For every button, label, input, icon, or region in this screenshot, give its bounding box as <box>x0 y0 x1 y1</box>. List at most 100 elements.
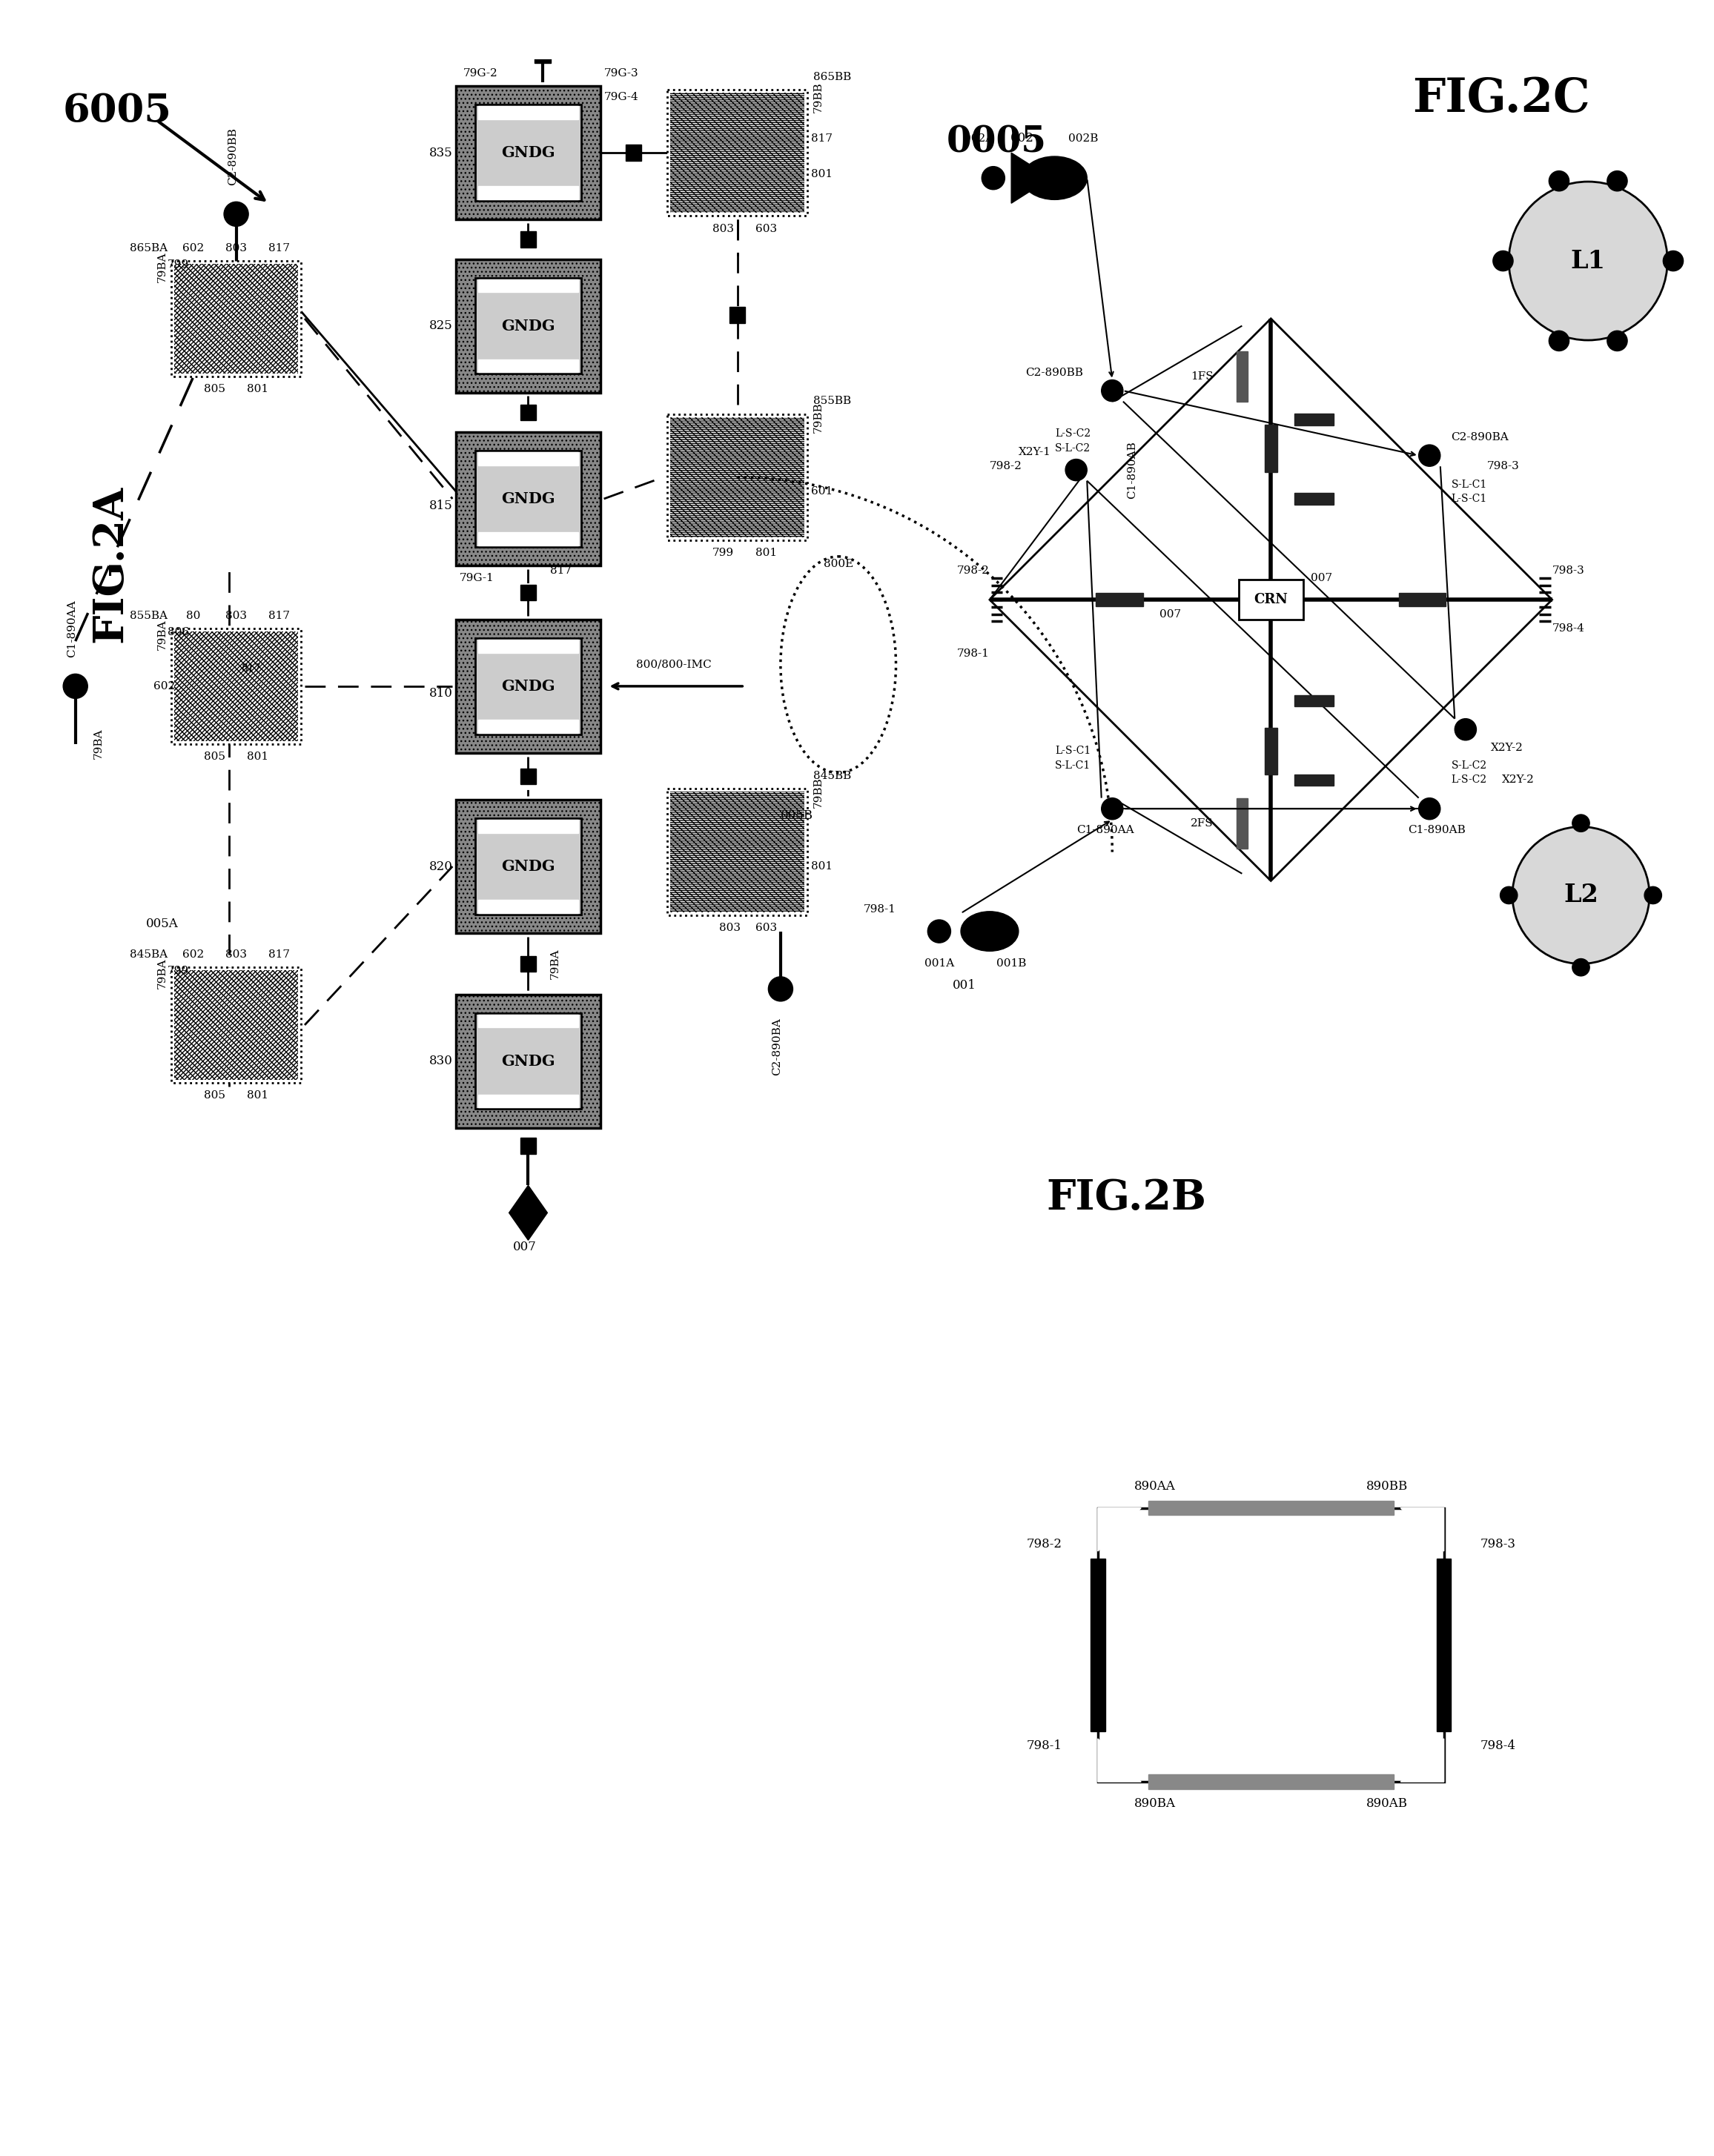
Text: 603: 603 <box>756 224 776 235</box>
Bar <box>667 91 807 216</box>
Text: 800E: 800E <box>823 558 854 569</box>
Bar <box>667 414 807 541</box>
Text: 1FS: 1FS <box>1191 371 1214 382</box>
Text: 845BB: 845BB <box>814 772 852 780</box>
Text: C1-890AB: C1-890AB <box>1407 826 1465 837</box>
Text: L-S-C2: L-S-C2 <box>1054 429 1090 440</box>
Text: 603: 603 <box>756 923 776 934</box>
Circle shape <box>1102 798 1123 819</box>
Bar <box>456 619 600 752</box>
Text: 806: 806 <box>168 627 189 638</box>
Bar <box>171 968 302 1082</box>
Bar <box>456 800 600 934</box>
Text: 801: 801 <box>247 384 269 395</box>
Polygon shape <box>509 1186 547 1240</box>
Text: 007: 007 <box>1311 573 1332 584</box>
Text: 803: 803 <box>226 244 247 252</box>
Text: 817: 817 <box>811 134 833 144</box>
Bar <box>1399 593 1445 606</box>
Text: 890AB: 890AB <box>1366 1798 1407 1809</box>
Bar <box>175 970 298 1080</box>
Bar <box>670 416 806 537</box>
Text: 79BA: 79BA <box>158 957 168 987</box>
Bar <box>475 278 581 373</box>
Text: C2-890BA: C2-890BA <box>1452 433 1508 442</box>
Circle shape <box>1066 459 1087 481</box>
Text: 800/800-IMC: 800/800-IMC <box>636 660 711 671</box>
Polygon shape <box>1400 1507 1443 1550</box>
Text: 002: 002 <box>1010 132 1034 144</box>
Text: C2-890BB: C2-890BB <box>228 127 238 185</box>
Text: 865BB: 865BB <box>814 71 852 82</box>
Text: 007: 007 <box>512 1240 536 1253</box>
Text: L2: L2 <box>1563 884 1597 908</box>
Text: C2-890BA: C2-890BA <box>771 1018 782 1076</box>
Bar <box>175 632 298 742</box>
Circle shape <box>1644 886 1661 903</box>
Bar <box>456 86 600 220</box>
Bar <box>1265 425 1277 472</box>
Circle shape <box>1500 886 1517 903</box>
Text: 602: 602 <box>153 681 175 692</box>
Circle shape <box>1102 379 1123 401</box>
Bar <box>1148 1774 1393 1789</box>
Text: 801: 801 <box>756 548 776 558</box>
Text: 005B: 005B <box>780 811 812 821</box>
Circle shape <box>1508 181 1668 341</box>
Bar <box>456 259 600 392</box>
Bar <box>475 638 581 735</box>
Text: 817: 817 <box>240 664 261 673</box>
Text: 817: 817 <box>550 565 571 576</box>
Circle shape <box>1663 250 1683 272</box>
Text: 601: 601 <box>811 487 833 496</box>
Bar <box>478 1095 578 1108</box>
Text: 602: 602 <box>182 244 204 252</box>
Text: 79BB: 79BB <box>814 403 824 433</box>
Text: 890BA: 890BA <box>1135 1798 1176 1809</box>
Text: L-S-C1: L-S-C1 <box>1054 746 1090 757</box>
Text: 855BA: 855BA <box>130 610 168 621</box>
Bar <box>456 86 600 220</box>
Circle shape <box>768 977 794 1000</box>
Text: 798-1: 798-1 <box>1027 1740 1061 1753</box>
Text: 817: 817 <box>269 244 290 252</box>
Bar <box>175 263 298 373</box>
Bar <box>667 789 807 914</box>
Bar <box>1236 351 1248 401</box>
Bar <box>478 640 578 653</box>
Polygon shape <box>1400 1738 1443 1781</box>
Polygon shape <box>1099 1507 1142 1550</box>
Ellipse shape <box>1022 157 1087 201</box>
Text: 803: 803 <box>711 224 734 235</box>
Text: 820: 820 <box>428 860 452 873</box>
Text: 001B: 001B <box>996 959 1027 968</box>
Text: 007: 007 <box>1159 608 1181 619</box>
Text: 801: 801 <box>811 860 833 871</box>
Text: 79BB: 79BB <box>814 82 824 112</box>
Bar <box>475 451 581 548</box>
Text: 79BA: 79BA <box>550 949 560 979</box>
Circle shape <box>1608 170 1627 192</box>
Circle shape <box>927 921 951 942</box>
Text: 2FS: 2FS <box>1191 817 1214 828</box>
Circle shape <box>225 203 249 226</box>
Bar <box>670 791 806 912</box>
Bar <box>1265 729 1277 774</box>
Bar <box>478 899 578 912</box>
Bar <box>456 619 600 752</box>
Bar <box>171 261 302 377</box>
Bar <box>1294 414 1333 425</box>
Bar <box>175 632 298 742</box>
Text: 002A: 002A <box>963 134 994 144</box>
Circle shape <box>1572 815 1589 832</box>
Text: 798-1: 798-1 <box>864 906 896 914</box>
Text: X2Y-2: X2Y-2 <box>1501 774 1534 785</box>
Text: L1: L1 <box>1570 248 1606 274</box>
Text: 0005: 0005 <box>946 125 1047 160</box>
Text: 815: 815 <box>428 500 452 513</box>
Bar <box>670 93 806 213</box>
Bar <box>456 431 600 565</box>
Text: 817: 817 <box>269 610 290 621</box>
Bar <box>175 263 298 373</box>
Text: GNDG: GNDG <box>500 679 555 694</box>
